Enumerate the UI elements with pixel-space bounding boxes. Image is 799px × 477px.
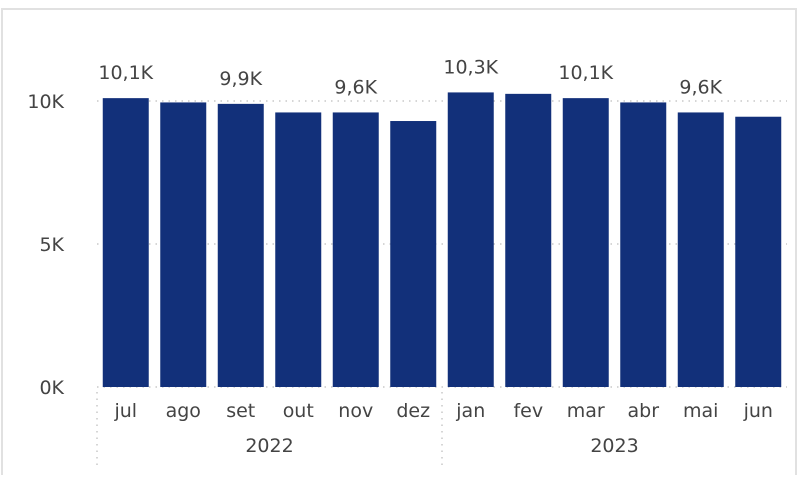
data-label: 9,6K: [334, 76, 377, 98]
x-tick-label: set: [226, 400, 255, 422]
data-label: 9,6K: [679, 76, 722, 98]
bar: [620, 102, 667, 388]
bar: [735, 116, 782, 387]
bar: [447, 92, 494, 388]
y-tick-label: 5K: [39, 234, 64, 256]
x-axis-groups: 2022 2023: [96, 392, 639, 466]
x-group-label: 2023: [590, 435, 638, 457]
x-tick-label: nov: [338, 400, 373, 422]
x-tick-label: jul: [113, 400, 137, 422]
x-tick-label: out: [283, 400, 314, 422]
x-tick-label: abr: [627, 400, 659, 422]
x-group-label: 2022: [245, 435, 293, 457]
bar: [217, 103, 264, 388]
bar: [160, 102, 207, 388]
data-labels: 10,1K 9,9K 9,6K 10,3K 10,1K 9,6K: [98, 56, 722, 98]
bars: [102, 92, 782, 388]
x-tick-label: jun: [743, 400, 773, 422]
x-tick-label: mai: [683, 400, 718, 422]
y-tick-label: 10K: [27, 91, 64, 113]
bar: [102, 98, 149, 387]
x-tick-label: dez: [396, 400, 430, 422]
bar: [390, 121, 437, 388]
x-tick-label: jan: [455, 400, 485, 422]
data-label: 10,1K: [98, 62, 153, 84]
bar: [562, 98, 609, 387]
x-axis-ticks: jul ago set out nov dez jan fev mar abr mai jun: [113, 400, 772, 422]
x-tick-label: mar: [567, 400, 605, 422]
bar: [275, 112, 322, 387]
data-label: 9,9K: [219, 68, 262, 90]
data-label: 10,1K: [558, 62, 613, 84]
y-axis-ticks: 0K 5K 10K: [27, 91, 64, 399]
x-tick-label: ago: [166, 400, 201, 422]
bar: [505, 93, 552, 387]
y-tick-label: 0K: [39, 377, 64, 399]
chart-border: [1, 8, 797, 475]
gridlines: [97, 100, 787, 388]
data-label: 10,3K: [443, 56, 498, 78]
bar: [332, 112, 379, 387]
x-tick-label: fev: [513, 400, 543, 422]
bar: [677, 112, 724, 387]
